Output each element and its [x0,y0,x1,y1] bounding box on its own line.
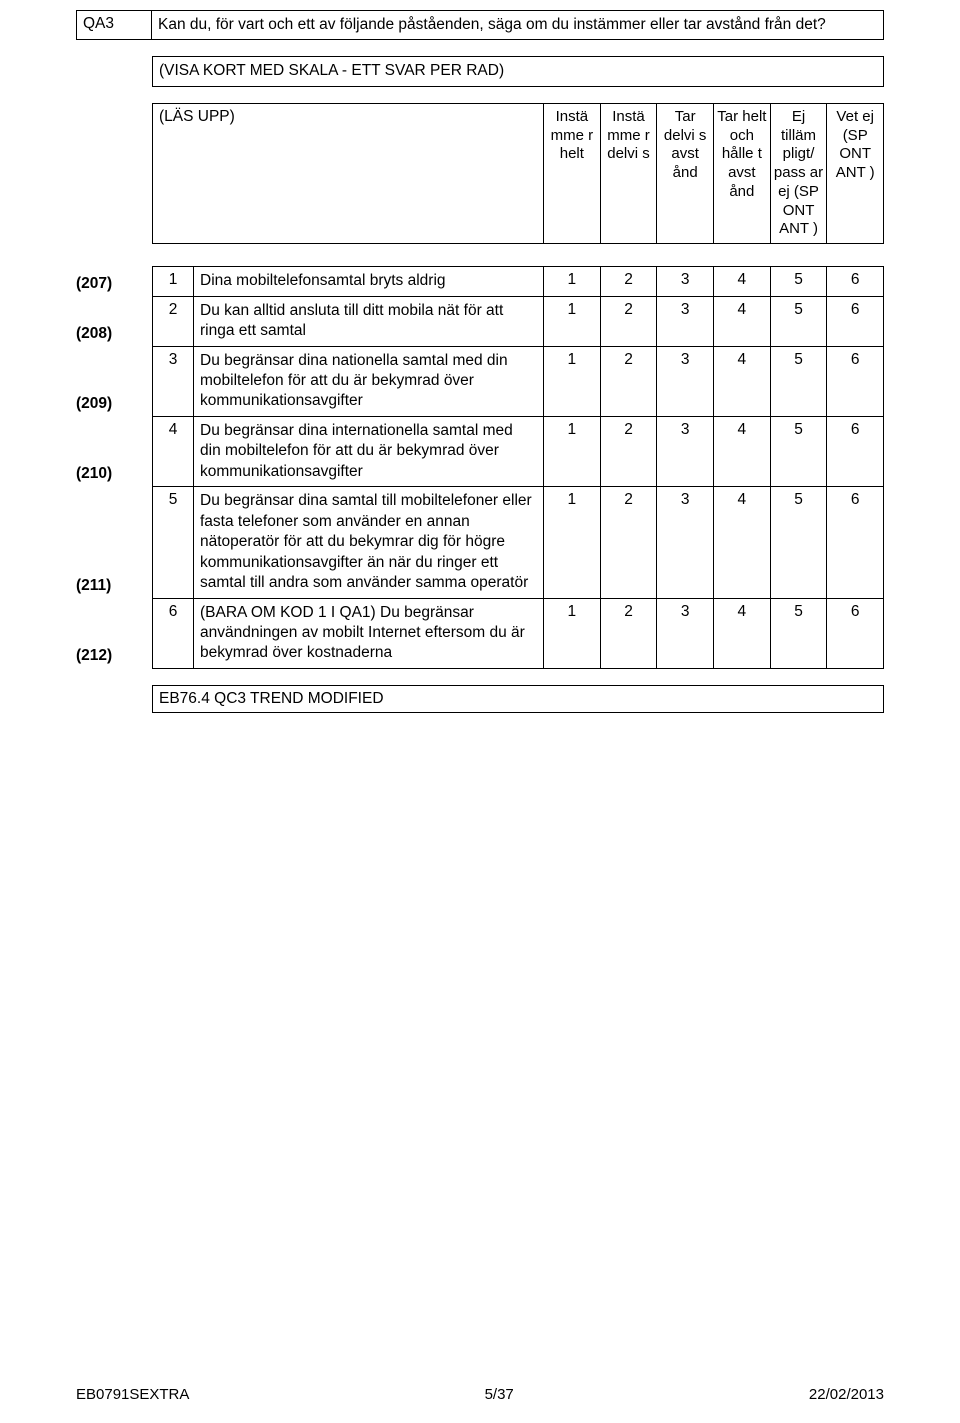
row-statement: Du begränsar dina internationella samtal… [194,417,544,487]
trend-note: EB76.4 QC3 TREND MODIFIED [152,685,884,713]
value-cell: 3 [657,266,714,296]
table-row: (207) 1 Dina mobiltelefonsamtal bryts al… [76,266,884,296]
footer-center: 5/37 [485,1386,514,1403]
value-cell: 3 [657,487,714,598]
value-cell: 3 [657,297,714,347]
value-cell: 4 [714,347,771,417]
value-cell: 1 [544,297,601,347]
table-row: (211) 5 Du begränsar dina samtal till mo… [76,487,884,598]
value-cell: 4 [714,599,771,669]
value-cell: 4 [714,266,771,296]
instruction-box: (VISA KORT MED SKALA - ETT SVAR PER RAD) [152,56,884,86]
row-ref: (208) [76,297,152,347]
row-statement: Du kan alltid ansluta till ditt mobila n… [194,297,544,347]
row-statement: (BARA OM KOD 1 I QA1) Du begränsar använ… [194,599,544,669]
row-ref: (207) [76,266,152,296]
table-row: (210) 4 Du begränsar dina internationell… [76,417,884,487]
row-statement: Du begränsar dina nationella samtal med … [194,347,544,417]
row-number: 4 [152,417,194,487]
footer-right: 22/02/2013 [809,1386,884,1403]
value-cell: 6 [827,417,884,487]
page-footer: EB0791SEXTRA 5/37 22/02/2013 [76,1386,884,1403]
value-cell: 2 [601,599,658,669]
value-cell: 6 [827,266,884,296]
value-cell: 5 [771,297,828,347]
value-cell: 1 [544,347,601,417]
value-cell: 5 [771,266,828,296]
value-cell: 4 [714,487,771,598]
value-cell: 5 [771,347,828,417]
value-cell: 1 [544,487,601,598]
value-cell: 5 [771,599,828,669]
row-statement: Dina mobiltelefonsamtal bryts aldrig [194,266,544,296]
question-row: QA3 Kan du, för vart och ett av följande… [76,10,884,40]
row-number: 3 [152,347,194,417]
value-cell: 4 [714,297,771,347]
scale-header: (LÄS UPP) Instä mme r helt Instä mme r d… [152,103,884,244]
value-cell: 6 [827,599,884,669]
value-cell: 2 [601,417,658,487]
response-grid: (207) 1 Dina mobiltelefonsamtal bryts al… [76,266,884,669]
table-row: (209) 3 Du begränsar dina nationella sam… [76,347,884,417]
value-cell: 2 [601,347,658,417]
value-cell: 6 [827,487,884,598]
row-ref: (212) [76,599,152,669]
value-cell: 1 [544,599,601,669]
scale-col-6: Vet ej (SP ONT ANT ) [827,103,884,244]
question-code: QA3 [76,10,152,40]
row-statement: Du begränsar dina samtal till mobiltelef… [194,487,544,598]
value-cell: 3 [657,417,714,487]
footer-left: EB0791SEXTRA [76,1386,189,1403]
row-ref: (209) [76,347,152,417]
table-row: (212) 6 (BARA OM KOD 1 I QA1) Du begräns… [76,599,884,669]
value-cell: 1 [544,417,601,487]
value-cell: 3 [657,347,714,417]
value-cell: 2 [601,266,658,296]
scale-col-4: Tar helt och hålle t avst ånd [714,103,771,244]
value-cell: 6 [827,297,884,347]
row-ref: (211) [76,487,152,598]
value-cell: 2 [601,487,658,598]
value-cell: 2 [601,297,658,347]
read-aloud-label: (LÄS UPP) [152,103,544,244]
row-number: 6 [152,599,194,669]
table-row: (208) 2 Du kan alltid ansluta till ditt … [76,297,884,347]
row-number: 5 [152,487,194,598]
scale-col-2: Instä mme r delvi s [601,103,658,244]
question-text: Kan du, för vart och ett av följande pås… [152,10,884,40]
row-ref: (210) [76,417,152,487]
scale-col-5: Ej tilläm pligt/ pass ar ej (SP ONT ANT … [771,103,828,244]
value-cell: 6 [827,347,884,417]
value-cell: 4 [714,417,771,487]
row-number: 2 [152,297,194,347]
value-cell: 1 [544,266,601,296]
scale-col-1: Instä mme r helt [544,103,601,244]
row-number: 1 [152,266,194,296]
value-cell: 3 [657,599,714,669]
value-cell: 5 [771,487,828,598]
value-cell: 5 [771,417,828,487]
scale-col-3: Tar delvi s avst ånd [657,103,714,244]
